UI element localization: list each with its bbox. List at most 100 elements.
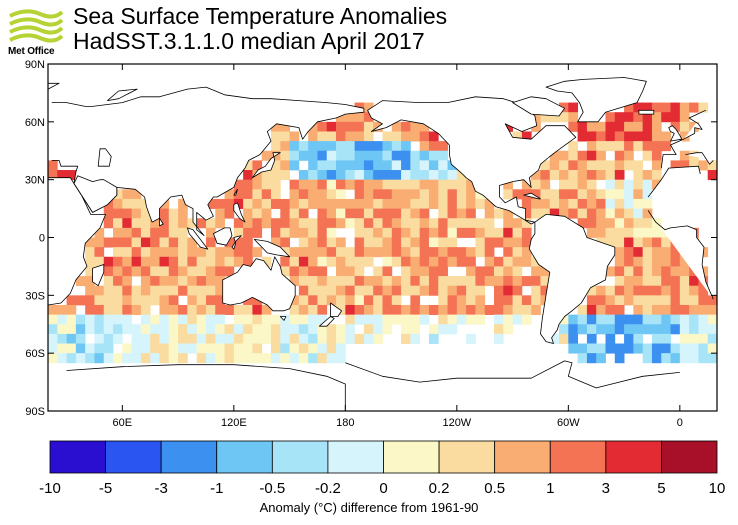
anomaly-cell: [596, 343, 606, 354]
anomaly-cell: [354, 112, 365, 123]
anomaly-cell: [159, 314, 170, 325]
anomaly-cell: [243, 189, 253, 200]
anomaly-cell: [475, 189, 486, 200]
anomaly-cell: [447, 276, 458, 287]
anomaly-cell: [466, 208, 476, 219]
anomaly-cell: [75, 314, 86, 325]
anomaly-cell: [484, 198, 495, 209]
anomaly-cell: [326, 218, 337, 229]
anomaly-cell: [494, 227, 504, 238]
anomaly-cell: [689, 295, 699, 306]
anomaly-cell: [215, 324, 225, 335]
anomaly-cell: [614, 343, 625, 354]
anomaly-cell: [150, 314, 160, 325]
land-new-zealand: [330, 302, 342, 317]
anomaly-cell: [596, 150, 606, 161]
anomaly-cell: [559, 112, 569, 123]
anomaly-cell: [549, 160, 560, 171]
anomaly-cell: [326, 208, 337, 219]
anomaly-cell: [308, 333, 318, 344]
anomaly-cell: [280, 218, 290, 229]
anomaly-cell: [233, 189, 244, 200]
anomaly-cell: [614, 218, 625, 229]
anomaly-cell: [252, 160, 263, 171]
anomaly-cell: [475, 218, 486, 229]
anomaly-cell: [57, 304, 67, 316]
anomaly-cell: [103, 304, 114, 316]
anomaly-cell: [456, 208, 467, 219]
anomaly-cell: [261, 353, 272, 364]
anomaly-cell: [614, 353, 625, 364]
anomaly-cell: [447, 208, 458, 219]
anomaly-cell: [289, 141, 300, 152]
anomaly-cell: [113, 247, 123, 258]
anomaly-cell: [466, 247, 476, 258]
anomaly-cell: [689, 304, 699, 316]
anomaly-cell: [140, 324, 151, 335]
anomaly-cell: [614, 285, 625, 296]
anomaly-cell: [651, 304, 662, 316]
anomaly-cell: [633, 227, 644, 238]
anomaly-cell: [94, 353, 105, 364]
anomaly-cell: [317, 256, 328, 267]
anomaly-cell: [642, 112, 653, 123]
anomaly-cell: [150, 324, 160, 335]
anomaly-cell: [345, 141, 356, 152]
anomaly-cell: [438, 141, 448, 152]
colorbar-swatch: [105, 440, 162, 474]
anomaly-cell: [336, 121, 346, 132]
anomaly-cell: [689, 343, 699, 354]
anomaly-cell: [401, 304, 411, 316]
anomaly-cell: [205, 247, 216, 258]
anomaly-cell: [484, 218, 495, 229]
anomaly-cell: [317, 208, 328, 219]
anomaly-cell: [140, 314, 151, 325]
anomaly-cell: [689, 333, 699, 344]
anomaly-cell: [633, 121, 644, 132]
anomaly-cell: [326, 198, 337, 209]
anomaly-cell: [614, 160, 625, 171]
anomaly-cell: [494, 295, 504, 306]
anomaly-cell: [670, 343, 681, 354]
anomaly-cell: [326, 247, 337, 258]
anomaly-cell: [568, 314, 579, 325]
anomaly-cell: [85, 353, 95, 364]
anomaly-cell: [205, 314, 216, 325]
anomaly-cell: [586, 121, 597, 132]
land-taiwan: [233, 188, 238, 196]
anomaly-cell: [168, 314, 179, 325]
anomaly-cell: [103, 237, 114, 248]
anomaly-cell: [456, 218, 467, 229]
anomaly-cell: [447, 179, 458, 190]
anomaly-cell: [205, 218, 216, 229]
anomaly-cell: [280, 343, 290, 354]
anomaly-cell: [596, 121, 606, 132]
lon-tick-label: 60E: [113, 417, 133, 429]
anomaly-cell: [670, 324, 681, 335]
anomaly-cell: [140, 343, 151, 354]
anomaly-cell: [57, 353, 67, 364]
anomaly-cell: [419, 218, 430, 229]
anomaly-cell: [289, 266, 300, 277]
anomaly-cell: [651, 121, 662, 132]
anomaly-cell: [698, 314, 709, 325]
anomaly-cell: [85, 256, 95, 267]
anomaly-cell: [568, 189, 579, 200]
anomaly-cell: [484, 227, 495, 238]
anomaly-cell: [103, 295, 114, 306]
anomaly-cell: [75, 295, 86, 306]
anomaly-cell: [577, 121, 588, 132]
anomaly-cell: [113, 285, 123, 296]
anomaly-cell: [419, 189, 430, 200]
anomaly-cell: [94, 237, 105, 248]
anomaly-cell: [373, 304, 383, 316]
anomaly-cell: [503, 189, 513, 200]
anomaly-cell: [494, 208, 504, 219]
anomaly-cell: [596, 314, 606, 325]
anomaly-cell: [577, 189, 588, 200]
anomaly-cell: [345, 150, 356, 161]
anomaly-cell: [586, 333, 597, 344]
anomaly-cell: [596, 304, 606, 316]
anomaly-cell: [373, 314, 383, 325]
anomaly-cell: [475, 304, 486, 316]
